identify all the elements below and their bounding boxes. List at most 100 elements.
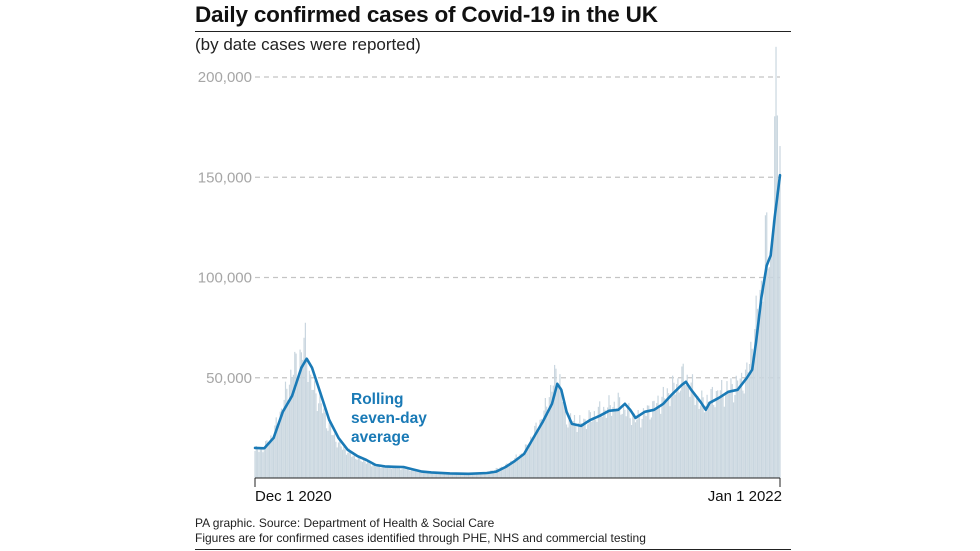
daily-case-bar [678,392,680,478]
daily-case-bar [604,409,606,478]
daily-case-bar [319,392,321,478]
daily-case-bar [258,452,260,478]
daily-case-bar [691,374,694,478]
daily-case-bar [677,378,679,478]
daily-case-bar [469,474,471,478]
daily-case-bar [625,416,627,478]
daily-case-bar [288,384,291,478]
daily-case-bar [508,463,511,478]
daily-case-bar [351,456,353,478]
daily-case-bar [365,463,367,478]
daily-case-bar [308,370,310,478]
daily-case-bar [371,466,373,478]
daily-case-bar [580,422,582,478]
daily-case-bar [394,467,397,478]
daily-case-bar [332,435,334,478]
daily-case-bar [701,390,703,478]
daily-case-bar [275,417,277,478]
daily-case-bar [613,401,615,478]
daily-case-bar [286,388,288,478]
daily-case-bar [630,425,633,478]
daily-case-bar [432,472,434,478]
daily-case-bar [259,448,261,478]
daily-case-bar [572,420,574,478]
daily-case-bar [413,469,415,478]
daily-case-bar [520,453,523,478]
daily-case-bar [771,242,773,478]
daily-case-bar [455,473,458,478]
daily-case-bar [584,419,586,478]
daily-case-bar [324,412,326,478]
daily-case-bar [512,462,515,478]
daily-case-bar [349,451,352,478]
daily-case-bar [364,461,366,478]
daily-case-bar [592,417,594,478]
daily-case-bar [650,417,652,478]
daily-case-bar [637,410,639,478]
daily-case-bar [734,395,736,478]
daily-case-bar [345,454,348,478]
daily-case-bar [597,406,599,478]
daily-case-bar [776,115,778,478]
daily-case-bar [318,403,320,478]
daily-case-bar [373,464,375,478]
daily-case-bar [648,405,650,478]
daily-case-bar [333,433,336,478]
daily-case-bar [640,427,642,478]
daily-case-bar [402,467,405,478]
daily-case-bar [690,382,692,478]
daily-case-bar [270,435,272,478]
daily-case-bar [471,473,474,478]
daily-case-bar [713,404,715,478]
daily-case-bar [603,406,605,478]
daily-case-bar [539,419,541,478]
daily-case-bar [398,468,401,478]
daily-case-bar [695,395,698,478]
daily-case-bar [561,402,564,478]
daily-case-bar [327,430,329,478]
daily-case-bar [702,397,704,478]
daily-case-bar [420,472,422,478]
daily-case-bar [386,465,389,478]
y-tick-label: 200,000 [198,69,252,86]
daily-case-bar [475,472,477,478]
daily-case-bar [412,468,414,478]
daily-case-bar [369,463,371,478]
daily-case-bar [335,441,337,478]
daily-case-bar [747,372,749,478]
daily-case-bar [511,461,513,478]
daily-case-bar [581,426,584,478]
daily-case-bar [276,424,279,478]
daily-case-bar [416,470,418,478]
daily-case-bar [563,398,565,478]
daily-case-bar [709,404,711,478]
daily-case-bar [774,116,776,478]
daily-case-bar [381,467,383,478]
daily-case-bar [298,373,300,478]
daily-case-bar [615,410,617,478]
daily-case-bar [323,408,325,478]
daily-case-bar [571,422,573,478]
daily-case-bar [515,454,517,478]
daily-case-bar [622,404,625,478]
daily-case-bar [485,472,487,478]
methodology-note: Figures are for confirmed cases identifi… [195,531,646,545]
daily-case-bar [653,400,655,478]
daily-case-bar [629,418,631,478]
daily-case-bar [316,411,318,478]
daily-case-bar [560,387,562,478]
daily-case-bar [491,470,493,478]
daily-case-bar [652,401,654,478]
daily-case-bar [282,413,284,478]
daily-case-bar [634,422,637,478]
daily-case-bar [605,417,607,478]
daily-case-bar [255,445,257,478]
daily-case-bar [632,414,634,478]
daily-case-bar [719,390,721,478]
daily-case-bar [433,472,435,478]
rolling-average-line [253,173,782,476]
daily-case-bar [751,348,753,478]
daily-case-bar [304,322,306,478]
daily-case-bar [666,388,668,478]
daily-case-bar [461,473,463,478]
